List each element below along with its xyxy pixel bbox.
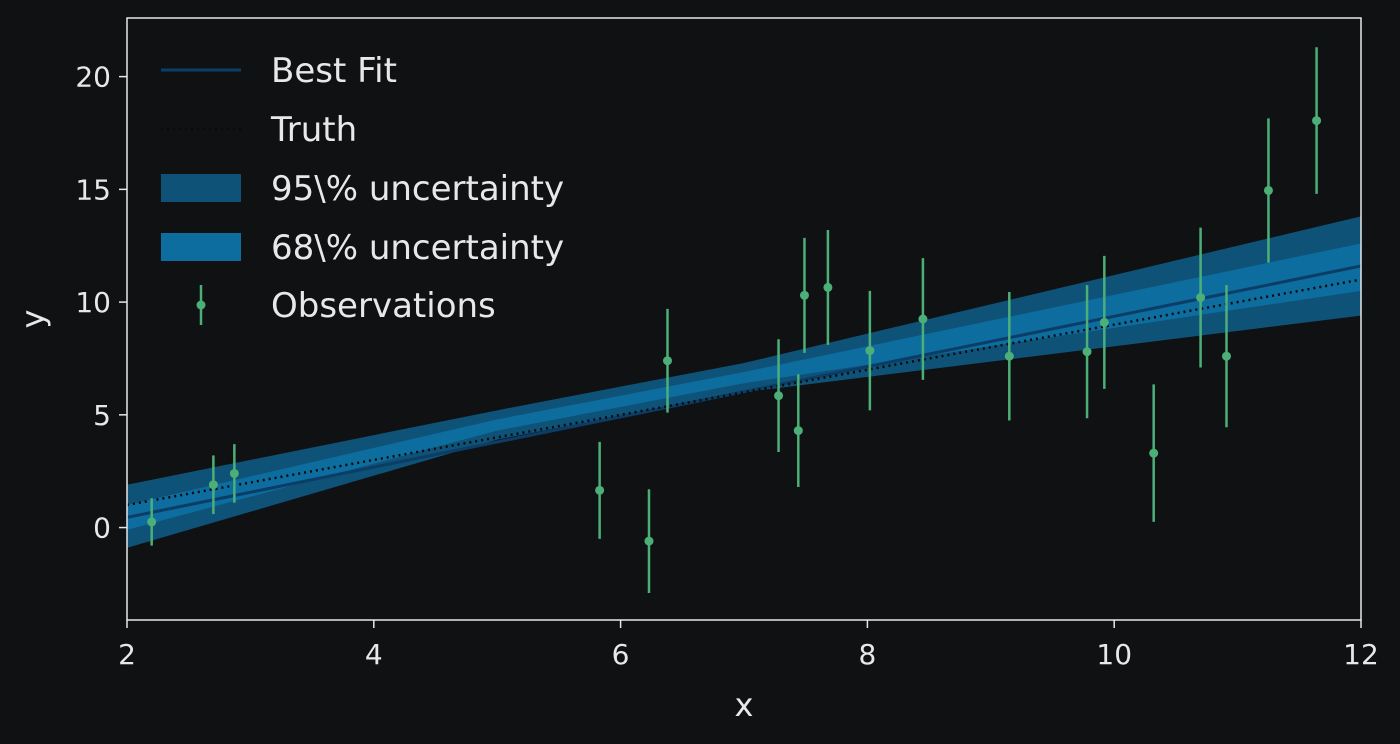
- y-axis-label: y: [14, 310, 52, 329]
- x-axis-label: x: [735, 686, 754, 724]
- observation-marker: [147, 517, 157, 527]
- observation-point: [865, 290, 875, 411]
- observation-marker: [1196, 293, 1206, 303]
- observation-point: [918, 258, 928, 380]
- observation-point: [147, 498, 157, 546]
- axes-frame: [126, 17, 1362, 621]
- x-tick-label: 10: [1096, 638, 1132, 671]
- observation-point: [644, 489, 654, 593]
- observation-point: [774, 339, 784, 453]
- observation-point: [208, 455, 218, 515]
- legend-label: 68\% uncertainty: [271, 228, 564, 268]
- band-68-uncertainty: [127, 243, 1361, 530]
- y-tick-label: 10: [75, 286, 111, 319]
- x-tick-label: 12: [1343, 638, 1379, 671]
- observation-point: [662, 308, 672, 413]
- legend-item-band-68: 68\% uncertainty: [161, 228, 564, 268]
- observation-marker: [662, 356, 672, 366]
- legend-label: Best Fit: [271, 51, 397, 91]
- observation-marker: [918, 314, 928, 324]
- observation-marker: [1263, 185, 1273, 195]
- observation-marker: [1004, 351, 1014, 361]
- observation-marker: [774, 391, 784, 401]
- x-axis: 2 4 6 8 10 12: [118, 620, 1379, 671]
- observation-marker: [644, 536, 654, 546]
- observation-marker: [1099, 317, 1109, 327]
- observation-point: [1099, 255, 1109, 389]
- observation-marker: [793, 426, 803, 436]
- observation-marker: [595, 485, 605, 495]
- observation-point: [823, 229, 833, 345]
- y-tick-label: 5: [93, 399, 111, 432]
- observation-marker: [1312, 116, 1322, 126]
- legend-label: 95\% uncertainty: [271, 169, 564, 209]
- y-tick-label: 15: [75, 173, 111, 206]
- plot-area: [127, 47, 1361, 593]
- legend-label: Truth: [270, 110, 357, 150]
- observation-point: [1263, 118, 1273, 263]
- observation-point: [229, 444, 239, 503]
- legend-item-truth: Truth: [161, 110, 357, 150]
- legend-item-best-fit: Best Fit: [161, 51, 397, 91]
- observation-marker: [799, 290, 809, 300]
- legend-item-band-95: 95\% uncertainty: [161, 169, 564, 209]
- observation-marker: [865, 346, 875, 356]
- observation-point: [1004, 291, 1014, 421]
- y-tick-label: 0: [93, 512, 111, 545]
- y-tick-label: 20: [75, 61, 111, 94]
- legend-item-observations: Observations: [196, 285, 496, 326]
- best-fit-line: [127, 264, 1361, 519]
- observation-point: [1312, 47, 1322, 194]
- legend: Best Fit Truth 95\% uncertainty 68\% uncert…: [161, 51, 564, 326]
- observation-point: [595, 441, 605, 539]
- observation-point: [793, 374, 803, 487]
- observation-marker: [229, 468, 239, 478]
- observation-point: [1196, 227, 1206, 368]
- observation-point: [1221, 285, 1231, 428]
- legend-swatch-band-95: [161, 174, 241, 202]
- legend-swatch-band-68: [161, 233, 241, 261]
- observation-marker: [823, 282, 833, 292]
- legend-swatch-marker: [196, 300, 206, 310]
- observation-point: [799, 237, 809, 353]
- x-tick-label: 8: [858, 638, 876, 671]
- x-tick-label: 2: [118, 638, 136, 671]
- observation-point: [1149, 384, 1159, 522]
- y-axis: 0 5 10 15 20: [75, 61, 127, 545]
- observation-point: [1082, 285, 1092, 419]
- truth-line: [127, 278, 1361, 507]
- observation-marker: [1149, 448, 1159, 458]
- legend-label: Observations: [271, 286, 496, 326]
- observation-marker: [208, 480, 218, 490]
- x-tick-label: 4: [365, 638, 383, 671]
- x-tick-label: 6: [612, 638, 630, 671]
- observation-marker: [1221, 351, 1231, 361]
- observation-marker: [1082, 347, 1092, 357]
